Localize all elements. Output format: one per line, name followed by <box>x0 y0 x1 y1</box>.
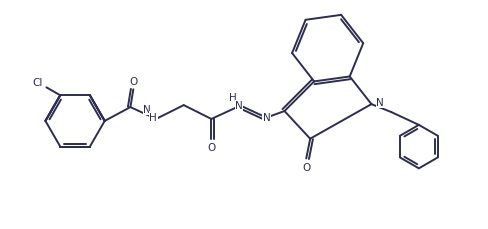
Text: Cl: Cl <box>32 78 43 88</box>
Text: N: N <box>376 98 384 108</box>
Text: H: H <box>149 112 157 123</box>
Text: O: O <box>207 142 216 152</box>
Text: N: N <box>235 101 243 111</box>
Text: O: O <box>129 77 138 87</box>
Text: N: N <box>263 112 271 123</box>
Text: H: H <box>229 93 237 103</box>
Text: O: O <box>302 163 310 173</box>
Text: N: N <box>143 105 151 114</box>
